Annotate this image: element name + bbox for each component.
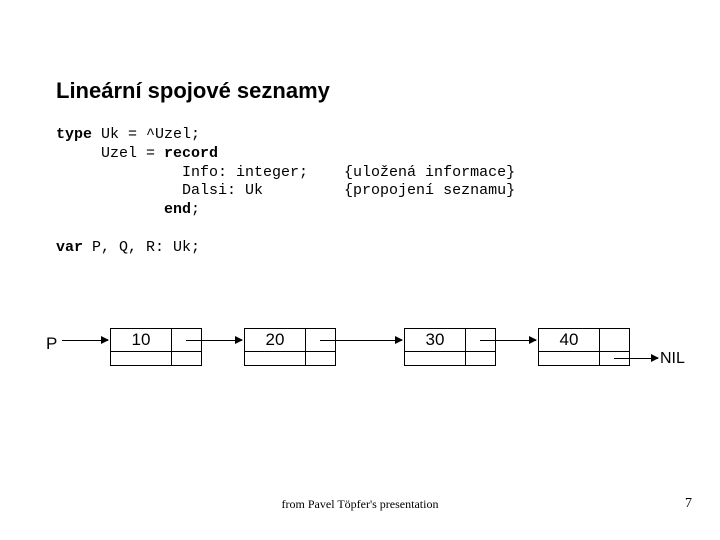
arrow-3 — [480, 340, 536, 341]
arrow-1 — [186, 340, 242, 341]
arrow-2 — [320, 340, 402, 341]
list-node-0: 10 — [110, 328, 202, 366]
node-value: 10 — [111, 329, 171, 351]
node-value: 20 — [245, 329, 305, 351]
node-value: 40 — [539, 329, 599, 351]
code-line-5c: ; — [191, 201, 200, 218]
slide-title: Lineární spojové seznamy — [56, 78, 664, 104]
code-line-4: Dalsi: Uk {propojení seznamu} — [56, 182, 515, 199]
nil-label: NIL — [660, 350, 685, 368]
code-line-1: Uk = ^Uzel; — [92, 126, 200, 143]
arrow-0 — [62, 340, 108, 341]
page-number: 7 — [685, 496, 692, 512]
kw-end: end — [164, 201, 191, 218]
pointer-label-p: P — [46, 334, 57, 354]
code-block: type Uk = ^Uzel; Uzel = record Info: int… — [56, 126, 664, 257]
code-line-5a — [56, 201, 164, 218]
kw-type: type — [56, 126, 92, 143]
linked-list-diagram: P NIL 10 20 30 40 — [46, 328, 686, 388]
list-node-1: 20 — [244, 328, 336, 366]
kw-var: var — [56, 239, 83, 256]
list-node-2: 30 — [404, 328, 496, 366]
arrow-4 — [614, 358, 658, 359]
kw-record: record — [164, 145, 218, 162]
list-node-3: 40 — [538, 328, 630, 366]
node-value: 30 — [405, 329, 465, 351]
code-line-3: Info: integer; {uložená informace} — [56, 164, 515, 181]
credit-text: from Pavel Töpfer's presentation — [0, 497, 720, 512]
code-line-6: P, Q, R: Uk; — [83, 239, 200, 256]
code-line-2a: Uzel = — [56, 145, 164, 162]
